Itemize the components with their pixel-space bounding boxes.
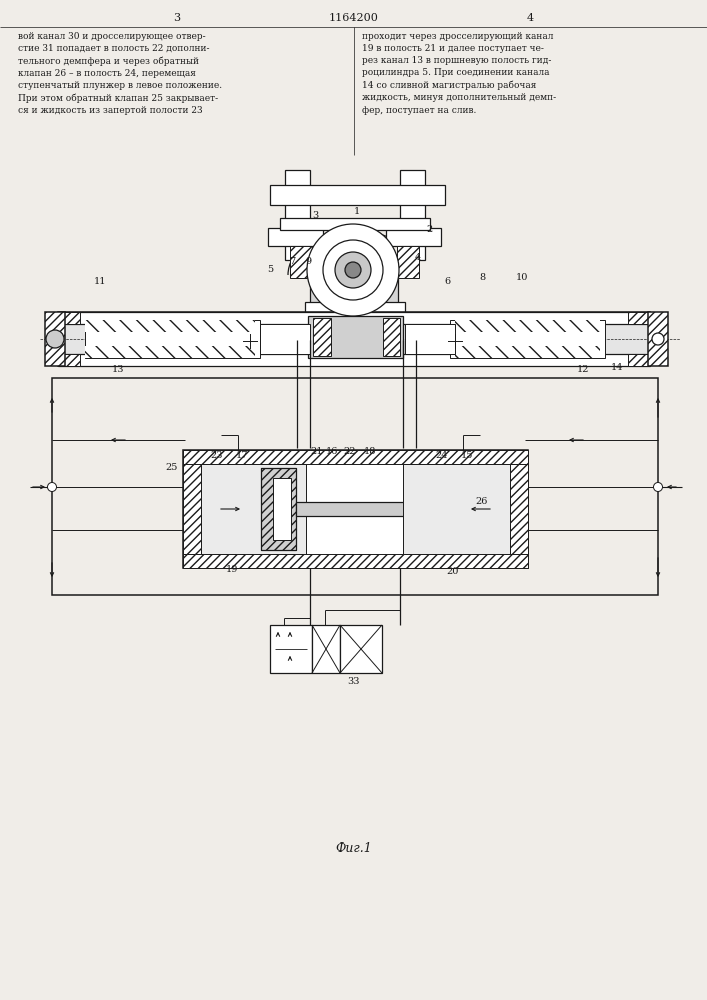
Bar xyxy=(58,312,650,324)
Text: 4: 4 xyxy=(527,13,534,23)
Bar xyxy=(413,468,448,550)
Bar xyxy=(628,312,650,324)
Bar xyxy=(270,185,445,205)
Text: 5: 5 xyxy=(267,265,273,274)
Bar xyxy=(415,478,433,540)
Bar xyxy=(285,170,310,260)
Circle shape xyxy=(307,224,399,316)
Bar xyxy=(312,625,340,673)
Bar xyxy=(386,228,441,246)
Text: 13: 13 xyxy=(112,365,124,374)
Text: 23: 23 xyxy=(211,450,223,460)
Bar xyxy=(52,378,658,595)
Text: вой канал 30 и дросселирующее отвер-
стие 31 попадает в полость 22 дополни-
тель: вой канал 30 и дросселирующее отвер- сти… xyxy=(18,32,222,115)
Text: 17: 17 xyxy=(235,450,248,460)
Text: 7: 7 xyxy=(289,257,295,266)
Bar xyxy=(340,625,382,673)
Bar xyxy=(183,464,201,554)
Bar xyxy=(85,320,255,332)
Text: 1164200: 1164200 xyxy=(329,13,379,23)
Text: 10: 10 xyxy=(516,273,528,282)
Text: 22: 22 xyxy=(344,448,356,456)
Bar xyxy=(58,354,650,366)
Bar xyxy=(510,464,528,554)
Bar xyxy=(85,346,255,358)
Bar xyxy=(290,246,312,278)
Bar xyxy=(305,302,405,316)
Text: 16: 16 xyxy=(326,448,338,456)
Bar xyxy=(261,468,296,550)
Circle shape xyxy=(47,483,57,491)
Circle shape xyxy=(46,330,64,348)
Text: 18: 18 xyxy=(364,448,376,456)
Text: 12: 12 xyxy=(577,365,589,374)
Bar xyxy=(455,346,600,358)
Bar xyxy=(383,318,400,356)
Text: 14: 14 xyxy=(611,363,624,372)
Text: 15: 15 xyxy=(461,450,473,460)
Bar xyxy=(413,468,448,550)
Text: 33: 33 xyxy=(348,678,361,686)
Text: 4: 4 xyxy=(415,253,421,262)
Bar xyxy=(260,324,310,354)
Bar xyxy=(455,320,600,332)
Text: 20: 20 xyxy=(447,568,459,576)
Bar xyxy=(403,464,510,554)
Bar xyxy=(270,625,312,673)
Text: 24: 24 xyxy=(436,450,448,460)
Bar xyxy=(397,246,419,278)
Bar xyxy=(628,354,650,366)
Bar xyxy=(261,468,296,550)
Text: 2: 2 xyxy=(427,226,433,234)
Bar xyxy=(313,318,331,356)
Bar xyxy=(58,312,650,366)
Bar xyxy=(183,450,528,568)
Text: 11: 11 xyxy=(94,277,106,286)
Text: 25: 25 xyxy=(166,462,178,472)
Text: 19: 19 xyxy=(226,566,238,574)
Text: 9: 9 xyxy=(305,257,311,266)
Text: 6: 6 xyxy=(444,277,450,286)
Bar xyxy=(310,275,398,305)
Bar xyxy=(648,312,668,366)
Bar xyxy=(450,320,605,358)
Circle shape xyxy=(335,252,371,288)
Bar xyxy=(273,478,291,540)
Bar xyxy=(58,354,80,366)
Bar xyxy=(183,450,528,464)
Bar xyxy=(280,218,430,230)
Circle shape xyxy=(652,333,664,345)
Circle shape xyxy=(653,483,662,491)
Circle shape xyxy=(345,262,361,278)
Bar xyxy=(296,502,414,516)
Bar xyxy=(268,228,323,246)
Text: 26: 26 xyxy=(476,497,489,506)
Bar xyxy=(308,316,403,358)
Text: 3: 3 xyxy=(173,13,180,23)
Text: 3: 3 xyxy=(312,211,318,220)
Text: Фиг.1: Фиг.1 xyxy=(336,842,373,854)
Text: 1: 1 xyxy=(354,208,360,217)
Bar xyxy=(45,312,65,366)
Text: 8: 8 xyxy=(479,273,485,282)
Text: 21: 21 xyxy=(311,448,323,456)
Bar xyxy=(183,554,528,568)
Text: проходит через дросселирующий канал
19 в полость 21 и далее поступает че-
рез ка: проходит через дросселирующий канал 19 в… xyxy=(362,32,556,115)
Bar xyxy=(85,320,260,358)
Bar xyxy=(201,464,306,554)
Bar xyxy=(400,170,425,260)
Bar xyxy=(405,324,455,354)
Bar xyxy=(58,312,80,324)
Circle shape xyxy=(323,240,383,300)
